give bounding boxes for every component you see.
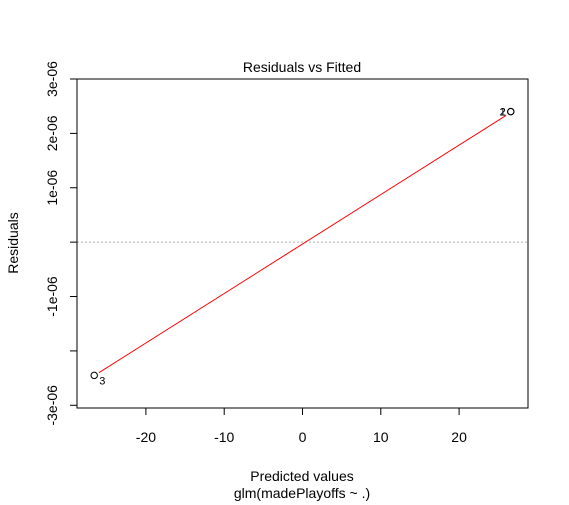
plot-area: 3 12 — [77, 107, 528, 387]
data-point — [507, 107, 515, 116]
y-tick-label: -3e-06 — [44, 385, 60, 426]
x-tick-label: 20 — [451, 429, 467, 445]
y-tick-label: 2e-06 — [44, 115, 60, 151]
smooth-trend-line — [98, 115, 507, 374]
y-tick-label: 3e-06 — [44, 61, 60, 97]
x-tick-label: 0 — [299, 429, 307, 445]
y-axis: -3e-06 -1e-06 1e-06 2e-06 3e-06 — [44, 61, 78, 426]
point-label: 3 — [99, 375, 105, 387]
y-axis-title: Residuals — [5, 212, 21, 273]
chart-subtitle: glm(madePlayoffs ~ .) — [234, 485, 370, 501]
data-point — [90, 371, 98, 380]
point-label: 1 — [500, 107, 506, 119]
x-axis-title: Predicted values — [250, 468, 354, 484]
x-tick-label: -20 — [136, 429, 156, 445]
y-tick-label: -1e-06 — [44, 276, 60, 317]
chart-title: Residuals vs Fitted — [243, 59, 361, 75]
y-tick-label: 1e-06 — [44, 170, 60, 206]
x-tick-label: -10 — [214, 429, 234, 445]
point-label: 2 — [500, 107, 506, 119]
x-tick-label: 10 — [373, 429, 389, 445]
x-axis: -20 -10 0 10 20 — [136, 407, 467, 445]
